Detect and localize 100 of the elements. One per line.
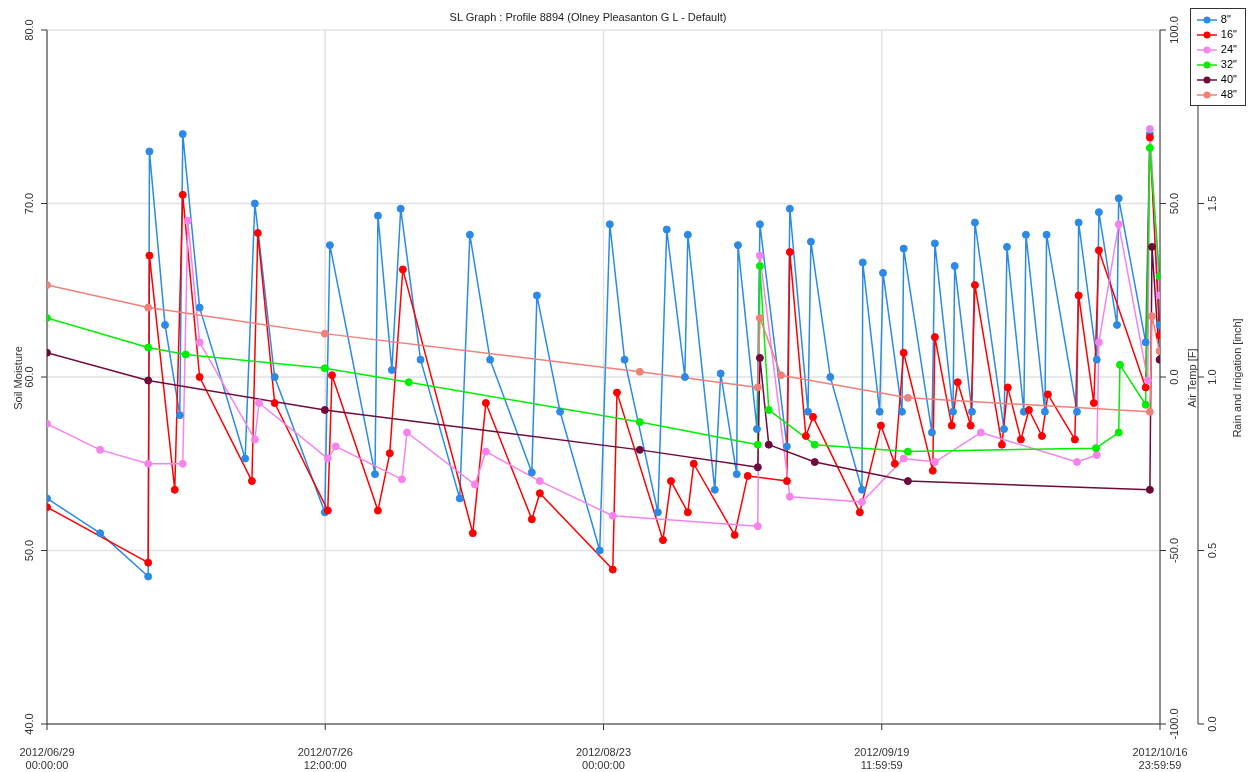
x-tick-label: 2012/06/29 00:00:00 — [19, 746, 75, 771]
point — [903, 393, 912, 402]
point — [753, 440, 762, 449]
point — [782, 477, 791, 486]
point — [930, 333, 939, 342]
point — [144, 459, 153, 468]
point — [876, 421, 885, 430]
point — [976, 428, 985, 437]
point — [1091, 444, 1100, 453]
point — [1043, 390, 1052, 399]
point — [755, 261, 764, 270]
point — [1148, 312, 1156, 321]
y-axis-title: Soil Moisture — [12, 346, 24, 410]
point — [776, 371, 785, 380]
y2-tick-label: -100.0 — [1168, 708, 1180, 740]
point — [608, 511, 617, 520]
point — [323, 454, 332, 463]
point — [1070, 435, 1079, 444]
point — [764, 405, 773, 414]
point — [535, 477, 544, 486]
point — [658, 536, 667, 545]
point — [328, 371, 336, 380]
point — [247, 477, 256, 486]
legend-label: 8" — [1220, 12, 1231, 27]
point — [785, 492, 794, 501]
point — [635, 445, 644, 454]
point — [1024, 405, 1033, 414]
point — [855, 508, 864, 517]
point — [753, 522, 762, 531]
point — [535, 489, 544, 498]
y3-tick-label: 1.5 — [1206, 195, 1218, 212]
point — [666, 477, 675, 486]
point — [144, 343, 153, 352]
point — [253, 229, 262, 237]
point — [181, 350, 190, 359]
x-tick-label: 2012/07/26 12:00:00 — [297, 746, 353, 771]
legend-label: 24" — [1220, 42, 1237, 57]
point — [1115, 360, 1124, 369]
point — [730, 530, 739, 539]
point — [1074, 291, 1083, 300]
point — [1114, 428, 1123, 437]
legend-label: 32" — [1220, 57, 1237, 72]
y3-tick-label: 0.5 — [1206, 542, 1218, 559]
point — [1145, 485, 1154, 494]
point — [947, 421, 956, 430]
point — [810, 440, 819, 449]
y3-tick-label: 0.0 — [1206, 716, 1218, 732]
point — [195, 373, 204, 381]
point — [809, 412, 818, 421]
point — [470, 480, 479, 489]
point — [144, 558, 153, 567]
point — [144, 303, 153, 312]
point — [753, 383, 762, 392]
point — [928, 466, 937, 475]
point — [899, 348, 908, 357]
point — [320, 405, 329, 414]
point — [997, 440, 1006, 449]
point — [899, 454, 908, 463]
point — [755, 314, 764, 323]
point — [1094, 338, 1103, 347]
point — [1141, 383, 1150, 392]
point — [170, 485, 179, 494]
point — [145, 251, 154, 260]
point — [613, 388, 621, 397]
point — [753, 463, 762, 472]
point — [1114, 220, 1123, 229]
point — [755, 353, 764, 362]
point — [1148, 242, 1156, 251]
point — [1145, 407, 1154, 416]
y3-axis-title: Rain and Irrigation [inch] — [1231, 318, 1243, 438]
point — [953, 378, 962, 387]
point — [178, 459, 187, 468]
point — [255, 399, 264, 408]
point — [398, 265, 407, 274]
y2-axis-title: Air Temp [F] — [1186, 348, 1198, 408]
point — [1037, 431, 1046, 440]
x-tick-label: 2012/09/19 11:59:59 — [854, 746, 910, 771]
point — [404, 378, 413, 387]
point — [689, 459, 698, 468]
point — [195, 338, 204, 347]
y3-tick-label: 1.0 — [1206, 369, 1218, 385]
point — [331, 442, 340, 451]
point — [1003, 383, 1012, 392]
point — [785, 248, 794, 257]
point — [903, 447, 912, 456]
point — [270, 399, 279, 408]
point — [527, 515, 536, 524]
point — [250, 435, 259, 444]
y-tick-label: 80.0 — [23, 19, 35, 41]
point — [320, 364, 329, 373]
point — [144, 376, 153, 385]
y-tick-label: 40.0 — [23, 713, 35, 735]
y2-tick-label: 100.0 — [1168, 16, 1180, 44]
point — [755, 251, 764, 260]
point — [481, 399, 490, 408]
point — [481, 447, 490, 456]
point — [1072, 458, 1081, 467]
y2-tick-label: 0.0 — [1168, 369, 1180, 385]
legend-label: 16" — [1220, 27, 1237, 42]
point — [1145, 143, 1154, 152]
